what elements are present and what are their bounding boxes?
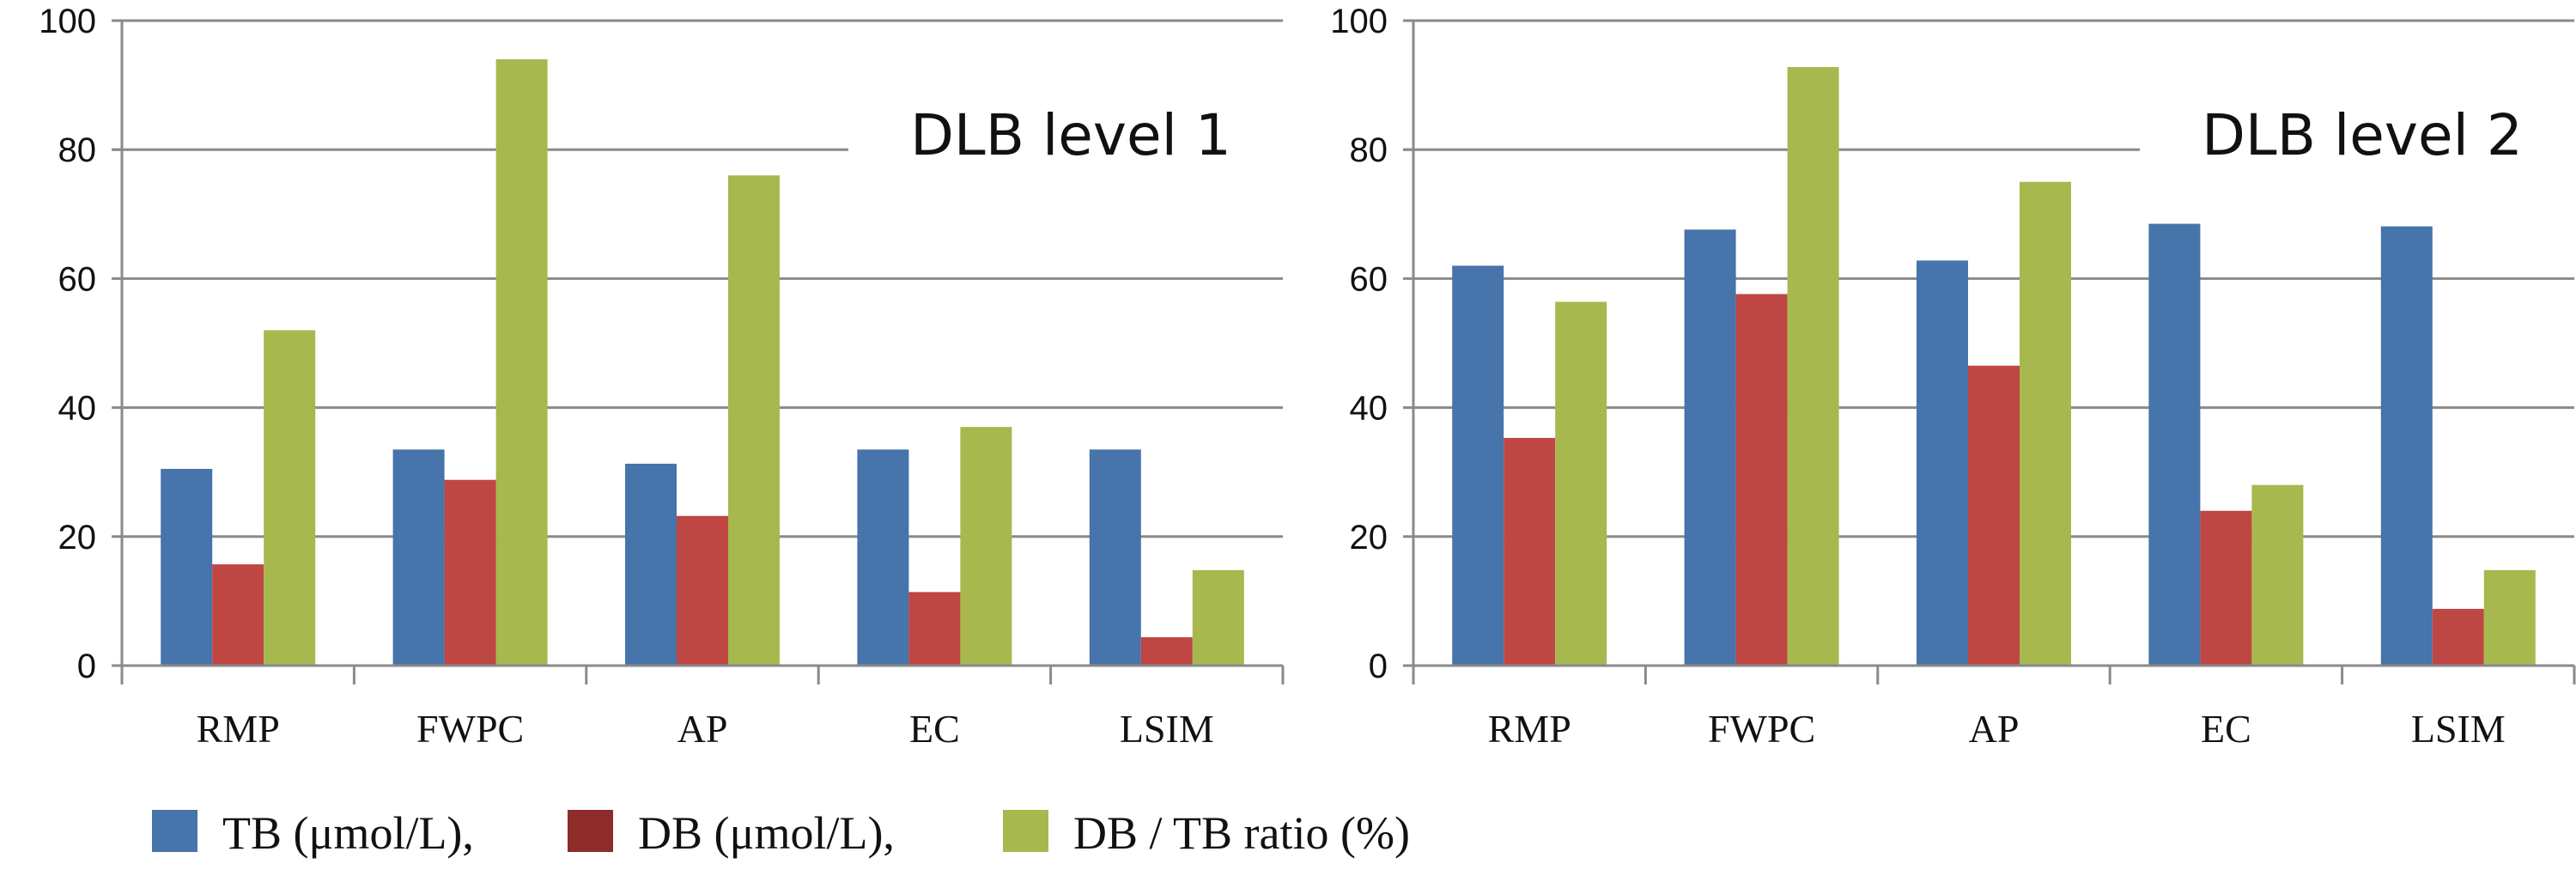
chart-1: 0 20 40 60 80 100 RMP FWPC AP EC LSIM DLB level 1 xyxy=(39,3,1285,751)
y-tick-label: 20 xyxy=(58,519,97,557)
bar-lsim-series-1 xyxy=(1089,449,1141,666)
bar-ec-series-1 xyxy=(857,449,909,666)
bar-ec-series-3 xyxy=(2251,484,2304,666)
bar-rmp-series-2 xyxy=(212,564,264,666)
bar-ap-series-2 xyxy=(677,515,728,666)
y-tick-label: 80 xyxy=(58,131,97,169)
bar-fwpc-series-3 xyxy=(495,59,548,666)
y-tick-label: 100 xyxy=(1330,3,1388,40)
y-tick-label: 80 xyxy=(1350,131,1388,169)
category-label: LSIM xyxy=(1120,707,1214,751)
bar-ec-series-1 xyxy=(2148,223,2201,666)
legend-label: DB (μmol/L), xyxy=(638,807,895,859)
bar-ec-series-2 xyxy=(2200,510,2252,666)
legend-swatch xyxy=(568,810,613,852)
category-label: LSIM xyxy=(2411,707,2506,751)
category-label: FWPC xyxy=(416,707,524,751)
y-tick-label: 40 xyxy=(1350,390,1388,428)
bar-lsim-series-1 xyxy=(2380,226,2433,666)
category-label: FWPC xyxy=(1708,707,1815,751)
bar-fwpc-series-3 xyxy=(1787,67,1839,666)
bar-lsim-series-3 xyxy=(1192,569,1244,666)
category-label: AP xyxy=(1969,707,2020,751)
category-label: EC xyxy=(909,707,960,751)
bar-fwpc-series-2 xyxy=(444,479,496,666)
bar-lsim-series-2 xyxy=(2432,608,2484,666)
bar-rmp-series-3 xyxy=(1555,301,1607,666)
bar-ap-series-3 xyxy=(2020,181,2071,666)
bar-ap-series-1 xyxy=(625,463,677,666)
chart-title: DLB level 1 xyxy=(910,102,1231,168)
category-label: AP xyxy=(677,707,728,751)
y-tick-label: 60 xyxy=(58,260,97,298)
bar-lsim-series-3 xyxy=(2483,569,2536,666)
chart-2: 0 20 40 60 80 100 RMP FWPC AP EC LSIM DLB level 2 xyxy=(1330,3,2576,751)
chart-title: DLB level 2 xyxy=(2202,102,2523,168)
legend: TB (μmol/L), DB (μmol/L), DB / TB ratio (%… xyxy=(152,807,1410,859)
legend-swatch xyxy=(152,810,197,852)
bar-ap-series-2 xyxy=(1968,365,2020,666)
bar-ec-series-3 xyxy=(960,427,1012,666)
category-label: RMP xyxy=(1488,707,1571,751)
bar-fwpc-series-1 xyxy=(392,449,445,666)
y-tick-label: 60 xyxy=(1350,260,1388,298)
category-label: RMP xyxy=(197,707,280,751)
y-tick-label: 0 xyxy=(1369,648,1388,685)
bar-lsim-series-2 xyxy=(1140,636,1193,666)
y-tick-label: 40 xyxy=(58,390,97,428)
bar-fwpc-series-2 xyxy=(1735,294,1788,666)
legend-label: TB (μmol/L), xyxy=(222,807,474,859)
y-tick-label: 20 xyxy=(1350,519,1388,557)
bar-fwpc-series-1 xyxy=(1684,229,1736,666)
y-tick-label: 100 xyxy=(39,3,96,40)
bar-rmp-series-2 xyxy=(1504,437,1556,666)
bar-rmp-series-3 xyxy=(264,330,316,666)
legend-swatch xyxy=(1003,810,1048,852)
bar-ap-series-1 xyxy=(1917,260,1968,666)
legend-label: DB / TB ratio (%) xyxy=(1073,807,1410,859)
bar-rmp-series-1 xyxy=(161,468,213,666)
y-tick-label: 0 xyxy=(77,648,96,685)
bar-ap-series-3 xyxy=(728,175,780,666)
bar-ec-series-2 xyxy=(908,592,961,666)
category-label: EC xyxy=(2201,707,2251,751)
bar-rmp-series-1 xyxy=(1452,265,1504,666)
